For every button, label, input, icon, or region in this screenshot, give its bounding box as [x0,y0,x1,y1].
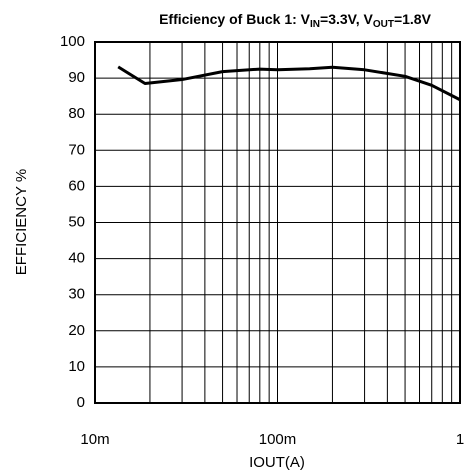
y-tick-label: 50 [68,213,85,230]
y-tick-label: 30 [68,286,85,303]
x-tick-label: 1 [456,431,464,448]
plot-frame [94,41,461,404]
x-axis-label: IOUT(A) [249,454,305,471]
y-tick-label: 70 [68,141,85,158]
y-tick-label: 90 [68,69,85,86]
chart-title: Efficiency of Buck 1: VIN=3.3V, VOUT=1.8… [159,11,431,30]
y-tick-label: 10 [68,358,85,375]
title-subscript: IN [310,19,320,30]
title-part: =1.8V [394,11,432,27]
x-tick-label: 10m [80,431,109,448]
title-subscript: OUT [373,19,394,30]
y-tick-label: 20 [68,322,85,339]
title-part: Efficiency of Buck 1: V [159,11,311,27]
y-axis-label: EFFICIENCY % [13,169,30,275]
y-tick-label: 60 [68,177,85,194]
y-tick-label: 80 [68,105,85,122]
title-part: =3.3V, V [320,11,373,27]
y-tick-label: 100 [60,33,85,50]
y-tick-label: 40 [68,250,85,267]
data-line [117,65,461,102]
x-tick-label: 100m [259,431,297,448]
y-tick-label: 0 [77,394,85,411]
